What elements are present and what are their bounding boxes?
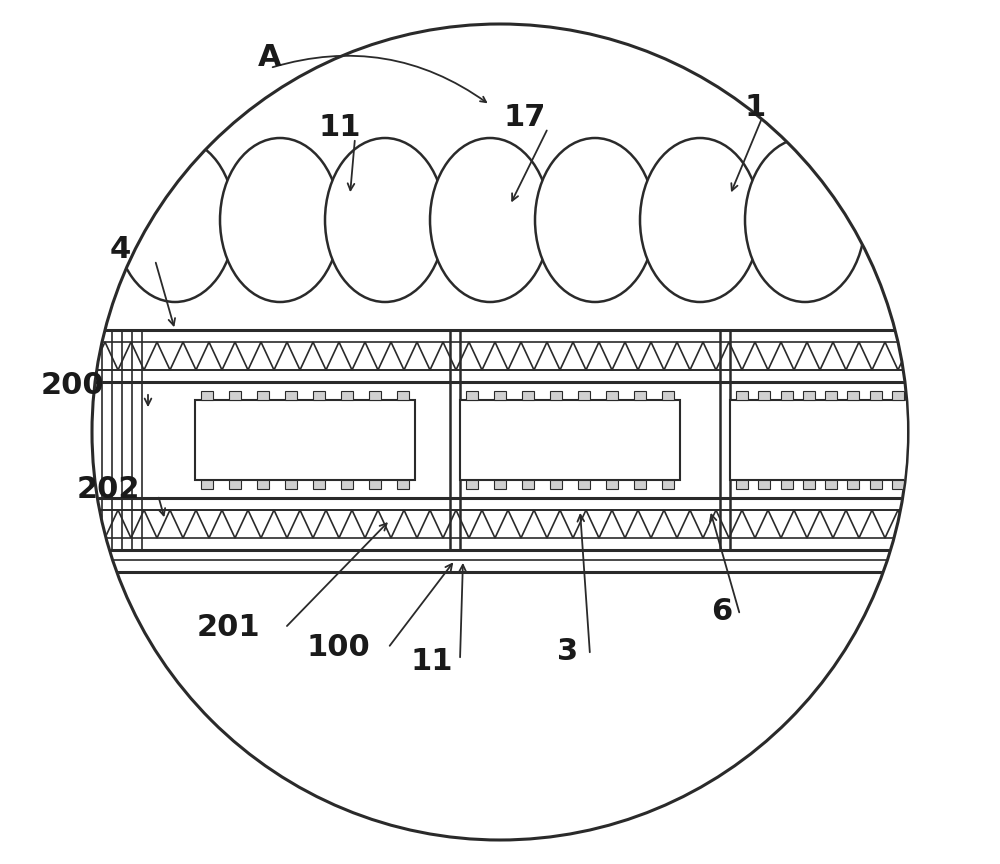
Bar xyxy=(606,391,618,400)
Bar xyxy=(397,391,409,400)
Text: 202: 202 xyxy=(76,475,140,505)
Bar xyxy=(92,330,908,550)
Bar xyxy=(606,480,618,489)
Bar xyxy=(341,391,353,400)
Bar xyxy=(285,391,297,400)
Bar xyxy=(466,391,478,400)
Ellipse shape xyxy=(430,138,550,302)
Bar xyxy=(892,391,904,400)
Bar xyxy=(634,391,646,400)
Bar xyxy=(803,480,815,489)
Bar xyxy=(758,391,770,400)
Text: A: A xyxy=(258,43,282,73)
Bar xyxy=(662,480,674,489)
Bar xyxy=(201,391,213,400)
Text: 201: 201 xyxy=(196,613,260,643)
Bar xyxy=(466,480,478,489)
Bar xyxy=(825,480,837,489)
Text: 4: 4 xyxy=(109,236,131,264)
Bar xyxy=(229,480,241,489)
Bar xyxy=(825,391,837,400)
Bar xyxy=(847,480,859,489)
Text: 1: 1 xyxy=(744,93,766,123)
Bar xyxy=(781,391,793,400)
Ellipse shape xyxy=(535,138,655,302)
Bar xyxy=(229,391,241,400)
Text: 3: 3 xyxy=(557,638,579,666)
Bar xyxy=(578,480,590,489)
Bar xyxy=(522,391,534,400)
Bar xyxy=(397,480,409,489)
Bar xyxy=(758,480,770,489)
Bar xyxy=(341,480,353,489)
Bar xyxy=(369,391,381,400)
Ellipse shape xyxy=(220,138,340,302)
Bar xyxy=(736,480,748,489)
Bar xyxy=(550,391,562,400)
Bar xyxy=(494,480,506,489)
Text: 11: 11 xyxy=(411,647,453,677)
Bar xyxy=(522,480,534,489)
Bar xyxy=(550,480,562,489)
Bar xyxy=(201,480,213,489)
Bar xyxy=(578,391,590,400)
Bar xyxy=(892,480,904,489)
Bar xyxy=(781,480,793,489)
Bar xyxy=(730,400,910,480)
Bar xyxy=(870,480,882,489)
Bar xyxy=(662,391,674,400)
Text: 200: 200 xyxy=(40,371,104,399)
Bar xyxy=(257,391,269,400)
Bar xyxy=(313,391,325,400)
Bar xyxy=(285,480,297,489)
Bar xyxy=(369,480,381,489)
Text: 11: 11 xyxy=(319,113,361,143)
Bar xyxy=(736,391,748,400)
Text: 6: 6 xyxy=(711,598,733,626)
Text: 100: 100 xyxy=(306,633,370,663)
Bar xyxy=(460,400,680,480)
Bar xyxy=(803,391,815,400)
Ellipse shape xyxy=(115,138,235,302)
Text: 17: 17 xyxy=(504,104,546,132)
Bar xyxy=(257,480,269,489)
Ellipse shape xyxy=(640,138,760,302)
Bar xyxy=(634,480,646,489)
Bar xyxy=(494,391,506,400)
Bar xyxy=(313,480,325,489)
Ellipse shape xyxy=(325,138,445,302)
Bar xyxy=(870,391,882,400)
Ellipse shape xyxy=(745,138,865,302)
Bar xyxy=(847,391,859,400)
Bar xyxy=(195,400,415,480)
